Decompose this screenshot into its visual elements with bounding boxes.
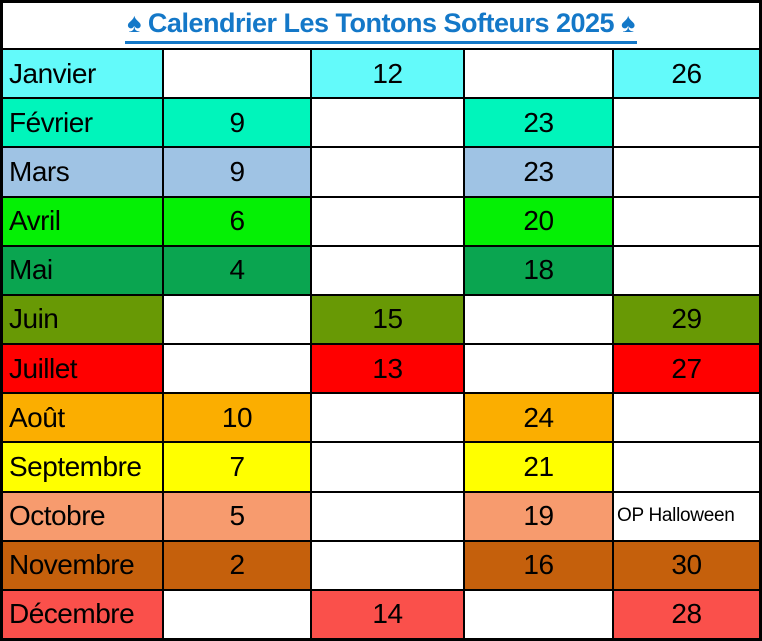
date-cell-0-2	[465, 50, 612, 98]
date-cell-3-1	[312, 197, 463, 245]
month-cell-8: Septembre	[3, 443, 162, 491]
month-cell-0: Janvier	[3, 50, 162, 98]
date-cell-10-0: 2	[164, 541, 310, 589]
date-cell-1-0: 9	[164, 99, 310, 147]
month-cell-4: Mai	[3, 246, 162, 294]
date-cell-5-3: 29	[614, 295, 759, 343]
date-cell-2-0: 9	[164, 148, 310, 196]
date-cell-9-2: 19	[465, 492, 612, 540]
month-cell-2: Mars	[3, 148, 162, 196]
date-cell-4-3	[614, 246, 759, 294]
month-cell-7: Août	[3, 394, 162, 442]
date-cell-8-0: 7	[164, 443, 310, 491]
date-cell-11-2	[465, 590, 612, 638]
date-cell-9-1	[312, 492, 463, 540]
date-cell-7-3	[614, 394, 759, 442]
date-cell-6-2	[465, 345, 612, 393]
date-cell-1-3	[614, 99, 759, 147]
date-cell-5-2	[465, 295, 612, 343]
date-cell-4-2: 18	[465, 246, 612, 294]
month-cell-11: Décembre	[3, 590, 162, 638]
date-cell-1-1	[312, 99, 463, 147]
date-cell-4-1	[312, 246, 463, 294]
date-cell-7-1	[312, 394, 463, 442]
date-cell-0-0	[164, 50, 310, 98]
date-cell-8-2: 21	[465, 443, 612, 491]
date-cell-8-1	[312, 443, 463, 491]
date-cell-9-0: 5	[164, 492, 310, 540]
page-title: ♠ Calendrier Les Tontons Softeurs 2025 ♠	[125, 7, 637, 44]
date-cell-5-0	[164, 295, 310, 343]
month-cell-10: Novembre	[3, 541, 162, 589]
date-cell-1-2: 23	[465, 99, 612, 147]
date-cell-3-3	[614, 197, 759, 245]
title-row: ♠ Calendrier Les Tontons Softeurs 2025 ♠	[3, 3, 759, 48]
date-cell-0-3: 26	[614, 50, 759, 98]
date-cell-7-0: 10	[164, 394, 310, 442]
date-cell-6-0	[164, 345, 310, 393]
month-cell-9: Octobre	[3, 492, 162, 540]
date-cell-3-2: 20	[465, 197, 612, 245]
date-cell-10-3: 30	[614, 541, 759, 589]
month-cell-1: Février	[3, 99, 162, 147]
date-cell-10-1	[312, 541, 463, 589]
date-cell-6-3: 27	[614, 345, 759, 393]
date-cell-7-2: 24	[465, 394, 612, 442]
date-cell-5-1: 15	[312, 295, 463, 343]
month-cell-3: Avril	[3, 197, 162, 245]
date-cell-2-3	[614, 148, 759, 196]
date-cell-3-0: 6	[164, 197, 310, 245]
month-cell-6: Juillet	[3, 345, 162, 393]
date-cell-11-1: 14	[312, 590, 463, 638]
date-cell-11-0	[164, 590, 310, 638]
date-cell-4-0: 4	[164, 246, 310, 294]
date-cell-10-2: 16	[465, 541, 612, 589]
date-cell-2-1	[312, 148, 463, 196]
date-cell-0-1: 12	[312, 50, 463, 98]
date-cell-6-1: 13	[312, 345, 463, 393]
month-cell-5: Juin	[3, 295, 162, 343]
date-cell-2-2: 23	[465, 148, 612, 196]
date-cell-8-3	[614, 443, 759, 491]
note-cell-9: OP Halloween	[614, 492, 759, 540]
date-cell-11-3: 28	[614, 590, 759, 638]
calendar-grid: Janvier 12 26 Février 9 23 Mars 9 23 Avril 6 20 Mai 4…	[3, 50, 759, 638]
